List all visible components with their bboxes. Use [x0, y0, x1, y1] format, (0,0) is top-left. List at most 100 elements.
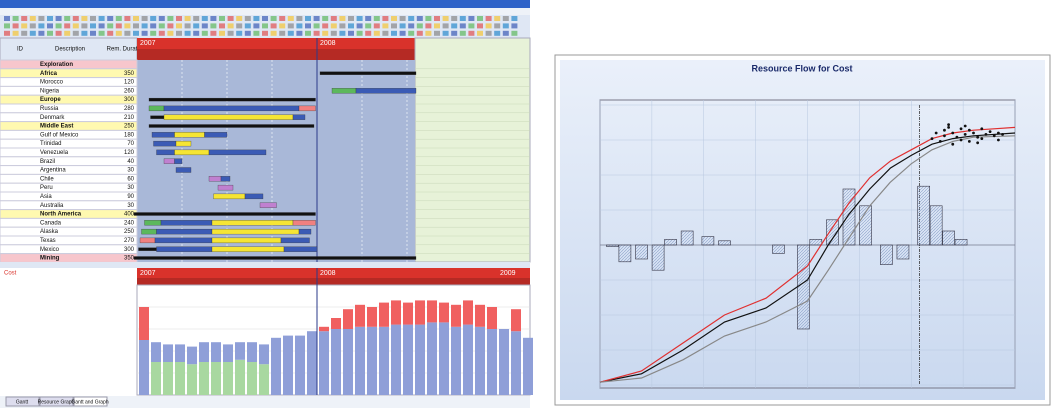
toolbar-icon[interactable]	[150, 23, 156, 28]
toolbar-icon[interactable]	[494, 23, 500, 28]
toolbar-icon[interactable]	[511, 16, 517, 21]
toolbar-icon[interactable]	[133, 31, 139, 36]
toolbar-icon[interactable]	[451, 31, 457, 36]
toolbar-icon[interactable]	[503, 23, 509, 28]
gantt-bar[interactable]	[155, 238, 212, 243]
toolbar-icon[interactable]	[21, 23, 27, 28]
scroll-bar[interactable]	[0, 262, 530, 268]
gantt-bar[interactable]	[214, 194, 246, 199]
toolbar-icon[interactable]	[262, 31, 268, 36]
toolbar-icon[interactable]	[210, 16, 216, 21]
toolbar-icon[interactable]	[382, 23, 388, 28]
toolbar-icon[interactable]	[202, 16, 208, 21]
toolbar-icon[interactable]	[210, 31, 216, 36]
toolbar-icon[interactable]	[296, 31, 302, 36]
gantt-bar[interactable]	[209, 176, 221, 181]
toolbar-icon[interactable]	[460, 23, 466, 28]
gantt-bar[interactable]	[134, 213, 316, 216]
toolbar-icon[interactable]	[477, 31, 483, 36]
toolbar-icon[interactable]	[443, 16, 449, 21]
toolbar-icon[interactable]	[81, 23, 87, 28]
toolbar-icon[interactable]	[150, 31, 156, 36]
table-row[interactable]	[0, 166, 137, 175]
table-row[interactable]	[0, 148, 137, 157]
table-row[interactable]	[0, 69, 137, 78]
toolbar-icon[interactable]	[400, 16, 406, 21]
toolbar-icon[interactable]	[503, 31, 509, 36]
toolbar-icon[interactable]	[486, 23, 492, 28]
toolbar-icon[interactable]	[357, 16, 363, 21]
toolbar-icon[interactable]	[245, 23, 251, 28]
toolbar-icon[interactable]	[142, 23, 148, 28]
toolbar-icon[interactable]	[296, 16, 302, 21]
toolbar-icon[interactable]	[331, 16, 337, 21]
toolbar-icon[interactable]	[30, 23, 36, 28]
gantt-bar[interactable]	[149, 125, 314, 128]
toolbar-icon[interactable]	[339, 23, 345, 28]
gantt-bar[interactable]	[164, 159, 175, 164]
toolbar-icon[interactable]	[167, 31, 173, 36]
toolbar-icon[interactable]	[202, 23, 208, 28]
toolbar-icon[interactable]	[486, 31, 492, 36]
gantt-bar[interactable]	[140, 238, 155, 243]
gantt-bar[interactable]	[152, 132, 175, 137]
table-row[interactable]	[0, 201, 137, 210]
table-row[interactable]	[0, 95, 137, 104]
toolbar-icon[interactable]	[511, 23, 517, 28]
toolbar-icon[interactable]	[116, 31, 122, 36]
toolbar-icon[interactable]	[417, 31, 423, 36]
toolbar-icon[interactable]	[38, 16, 44, 21]
table-row[interactable]	[0, 174, 137, 183]
toolbar-icon[interactable]	[176, 16, 182, 21]
toolbar-icon[interactable]	[408, 31, 414, 36]
toolbar-icon[interactable]	[142, 31, 148, 36]
gantt-bar[interactable]	[164, 106, 299, 111]
toolbar-icon[interactable]	[90, 23, 96, 28]
table-row[interactable]	[0, 113, 137, 122]
toolbar-icon[interactable]	[253, 16, 259, 21]
table-row[interactable]	[0, 78, 137, 87]
toolbar-icon[interactable]	[210, 23, 216, 28]
toolbar-icon[interactable]	[107, 23, 113, 28]
toolbar-icon[interactable]	[443, 23, 449, 28]
toolbar-icon[interactable]	[193, 23, 199, 28]
toolbar-icon[interactable]	[382, 16, 388, 21]
gantt-bar[interactable]	[356, 88, 416, 93]
toolbar-icon[interactable]	[167, 23, 173, 28]
gantt-bar[interactable]	[212, 247, 284, 252]
toolbar-icon[interactable]	[365, 31, 371, 36]
toolbar-icon[interactable]	[107, 16, 113, 21]
toolbar-icon[interactable]	[511, 31, 517, 36]
toolbar-icon[interactable]	[202, 31, 208, 36]
toolbar-icon[interactable]	[236, 16, 242, 21]
toolbar-icon[interactable]	[391, 31, 397, 36]
toolbar-icon[interactable]	[314, 23, 320, 28]
gantt-bar[interactable]	[212, 220, 293, 225]
toolbar-icon[interactable]	[193, 31, 199, 36]
toolbar-icon[interactable]	[451, 23, 457, 28]
toolbar-icon[interactable]	[271, 16, 277, 21]
toolbar-icon[interactable]	[185, 23, 191, 28]
gantt-bar[interactable]	[175, 132, 205, 137]
toolbar-icon[interactable]	[477, 23, 483, 28]
toolbar-icon[interactable]	[245, 16, 251, 21]
toolbar-icon[interactable]	[357, 23, 363, 28]
table-row[interactable]	[0, 139, 137, 148]
toolbar-icon[interactable]	[391, 23, 397, 28]
toolbar-icon[interactable]	[73, 31, 79, 36]
toolbar-icon[interactable]	[296, 23, 302, 28]
toolbar-icon[interactable]	[30, 31, 36, 36]
toolbar-icon[interactable]	[288, 31, 294, 36]
gantt-bar[interactable]	[221, 176, 230, 181]
gantt-bar[interactable]	[284, 247, 317, 252]
toolbar-icon[interactable]	[124, 31, 130, 36]
gantt-bar[interactable]	[157, 229, 213, 234]
toolbar-icon[interactable]	[228, 16, 234, 21]
table-row[interactable]	[0, 227, 137, 236]
table-row[interactable]	[0, 218, 137, 227]
toolbar-icon[interactable]	[30, 16, 36, 21]
toolbar-icon[interactable]	[245, 31, 251, 36]
toolbar-icon[interactable]	[219, 16, 225, 21]
gantt-bar[interactable]	[149, 106, 164, 111]
gantt-bar[interactable]	[154, 141, 177, 146]
